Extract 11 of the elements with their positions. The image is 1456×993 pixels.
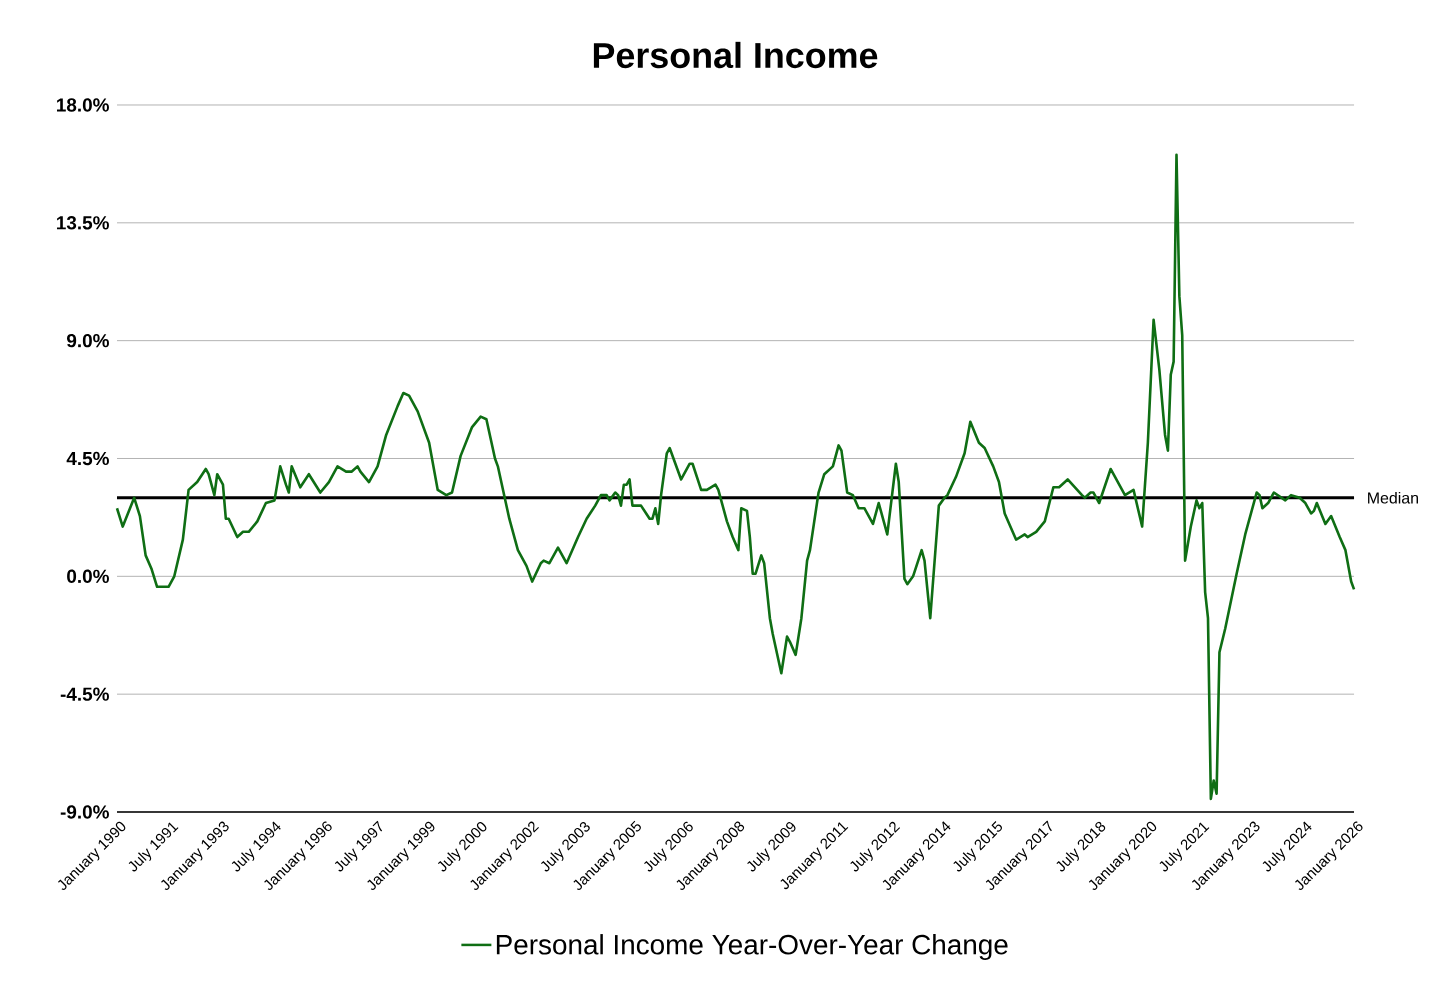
y-tick-label: -9.0%	[60, 805, 109, 819]
chart-title: Personal Income	[593, 41, 878, 69]
y-tick-label: 4.5%	[66, 451, 109, 466]
y-tick-label: 18.0%	[57, 98, 109, 112]
ref-line-label: Median	[1368, 491, 1418, 504]
y-tick-label: 13.5%	[57, 216, 109, 230]
line-series	[115, 153, 1356, 801]
y-tick-label: 9.0%	[67, 333, 109, 348]
y-tick-label: 0.0%	[67, 569, 109, 584]
legend-label: Personal Income Year-Over-Year Change	[496, 934, 1008, 961]
y-tick-label: -4.5%	[60, 687, 109, 701]
